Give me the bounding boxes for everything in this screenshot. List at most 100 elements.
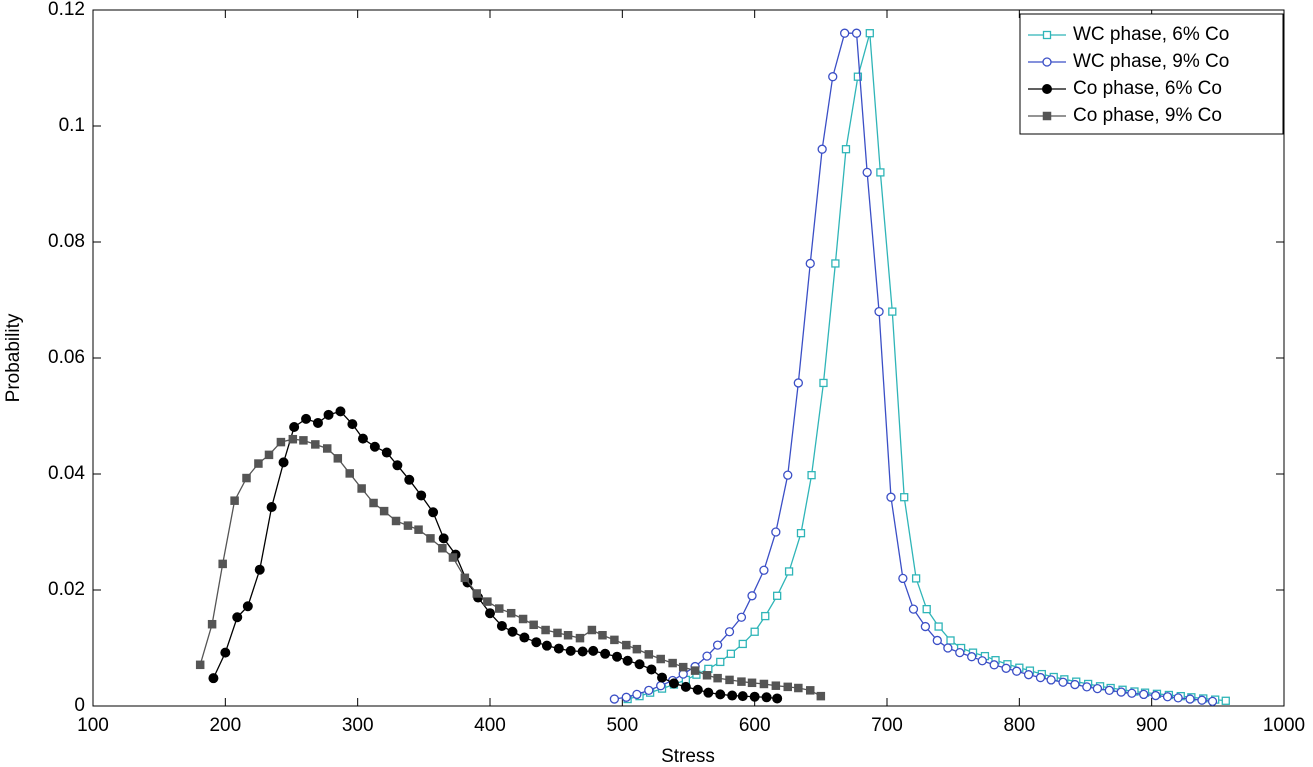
marker bbox=[208, 673, 219, 684]
marker bbox=[426, 534, 435, 543]
marker bbox=[908, 604, 919, 614]
marker bbox=[322, 444, 332, 453]
marker bbox=[1221, 696, 1230, 705]
y-tick-label: 0.02 bbox=[48, 579, 85, 600]
y-tick-label: 0.06 bbox=[48, 347, 85, 368]
marker bbox=[690, 666, 700, 675]
marker bbox=[1012, 666, 1022, 676]
marker bbox=[773, 591, 782, 600]
marker bbox=[289, 422, 300, 433]
marker bbox=[1150, 690, 1161, 701]
marker bbox=[519, 632, 530, 643]
marker bbox=[299, 436, 308, 445]
marker bbox=[874, 306, 884, 317]
y-axis-label: Probability bbox=[3, 313, 24, 402]
x-tick-label: 100 bbox=[77, 715, 109, 736]
marker bbox=[622, 640, 631, 650]
marker bbox=[311, 440, 320, 449]
marker bbox=[565, 645, 576, 656]
marker bbox=[784, 567, 794, 576]
marker bbox=[783, 682, 792, 692]
marker bbox=[369, 441, 380, 452]
marker bbox=[381, 447, 392, 458]
marker bbox=[634, 659, 645, 670]
y-tick-label: 0.04 bbox=[48, 463, 85, 484]
marker bbox=[495, 604, 504, 613]
marker bbox=[1058, 677, 1068, 687]
marker bbox=[828, 72, 838, 82]
marker bbox=[807, 471, 816, 480]
legend-marker bbox=[1042, 57, 1052, 67]
y-tick-label: 0.08 bbox=[48, 231, 85, 252]
marker bbox=[646, 664, 657, 675]
marker bbox=[1185, 694, 1195, 704]
x-axis-label: Stress bbox=[661, 746, 715, 767]
y-tick-label: 0.1 bbox=[59, 115, 85, 136]
marker bbox=[588, 645, 599, 656]
marker bbox=[851, 28, 862, 38]
marker bbox=[724, 627, 735, 637]
marker bbox=[922, 604, 931, 614]
marker bbox=[403, 521, 413, 530]
marker bbox=[656, 681, 666, 691]
marker bbox=[750, 627, 759, 636]
x-tick-label: 1000 bbox=[1263, 715, 1305, 736]
marker bbox=[727, 690, 738, 701]
marker bbox=[577, 646, 588, 657]
marker bbox=[794, 683, 803, 693]
marker bbox=[796, 529, 806, 538]
marker bbox=[428, 507, 439, 518]
marker bbox=[369, 498, 378, 508]
marker bbox=[725, 675, 734, 685]
marker bbox=[506, 608, 516, 618]
marker bbox=[680, 681, 691, 692]
marker bbox=[1070, 679, 1080, 690]
marker bbox=[934, 622, 943, 631]
legend-marker bbox=[1042, 30, 1052, 40]
marker bbox=[726, 649, 735, 658]
x-tick-label: 300 bbox=[342, 715, 374, 736]
marker bbox=[747, 678, 757, 688]
marker bbox=[678, 662, 688, 672]
marker bbox=[817, 144, 827, 154]
marker bbox=[632, 689, 642, 700]
marker bbox=[288, 434, 298, 444]
marker bbox=[888, 307, 897, 316]
legend-label: WC phase, 6% Co bbox=[1073, 24, 1229, 45]
marker bbox=[967, 652, 977, 662]
marker bbox=[553, 643, 564, 654]
marker bbox=[610, 635, 619, 645]
marker bbox=[715, 689, 726, 700]
series bbox=[609, 28, 1218, 707]
marker bbox=[345, 469, 354, 478]
marker bbox=[876, 168, 885, 177]
x-tick-label: 700 bbox=[871, 715, 903, 736]
marker bbox=[392, 460, 403, 471]
marker bbox=[1197, 695, 1207, 705]
legend-marker bbox=[1042, 111, 1052, 121]
marker bbox=[600, 648, 611, 659]
marker bbox=[218, 559, 227, 569]
marker bbox=[220, 647, 231, 658]
marker bbox=[1092, 683, 1103, 694]
marker bbox=[783, 470, 793, 480]
marker bbox=[230, 496, 239, 505]
marker bbox=[609, 694, 620, 704]
marker bbox=[323, 409, 334, 420]
marker bbox=[668, 678, 679, 689]
marker bbox=[531, 637, 542, 648]
marker bbox=[460, 573, 470, 583]
marker bbox=[1082, 682, 1092, 692]
marker bbox=[391, 516, 401, 526]
marker bbox=[1207, 696, 1218, 707]
marker bbox=[805, 258, 815, 269]
marker bbox=[920, 621, 931, 632]
marker bbox=[264, 450, 274, 460]
marker bbox=[438, 543, 447, 553]
marker bbox=[541, 625, 550, 635]
marker bbox=[668, 658, 677, 668]
marker bbox=[266, 502, 277, 513]
marker bbox=[622, 655, 633, 666]
marker bbox=[242, 473, 251, 483]
marker bbox=[946, 636, 955, 645]
